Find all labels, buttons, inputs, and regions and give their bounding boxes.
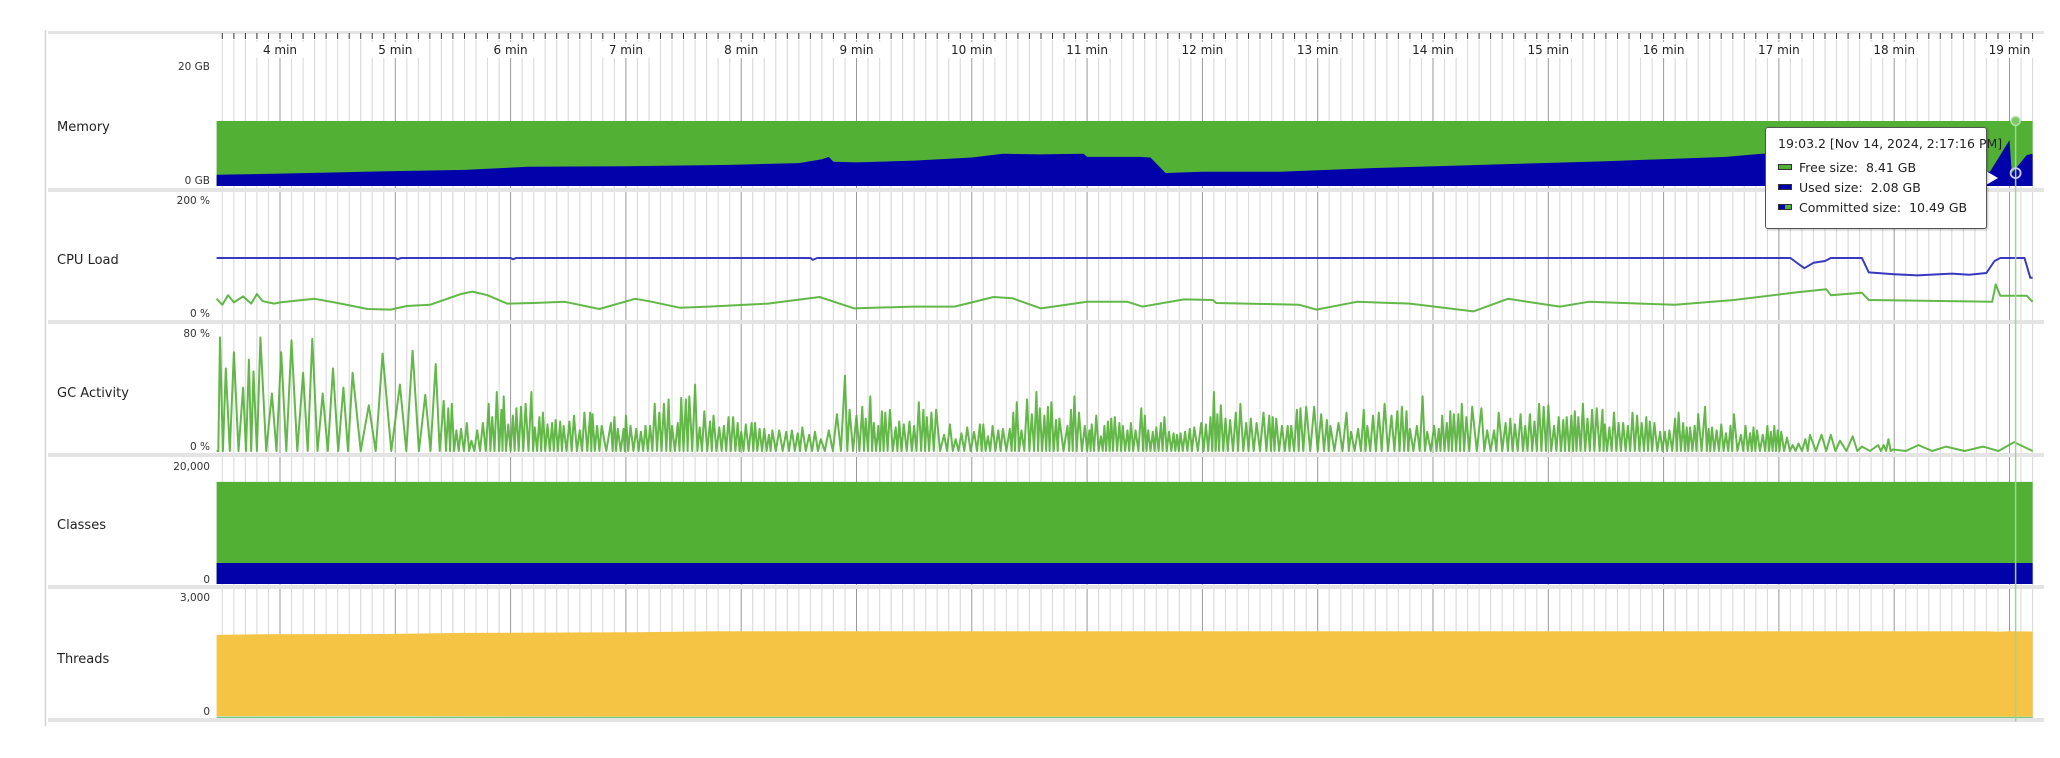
memory-chart	[216, 121, 2033, 186]
cursor-committed-marker	[2010, 115, 2021, 127]
time-label: 10 min	[951, 43, 993, 57]
cpu-series-line-0	[216, 257, 2033, 279]
gc-chart	[216, 336, 2034, 452]
time-label-bg	[1524, 42, 1573, 58]
time-label-bg	[371, 42, 420, 58]
panel-separator	[48, 31, 2044, 34]
cpu-series-line-1	[215, 283, 2034, 313]
tooltip-row-name: Committed size:	[1799, 199, 1902, 215]
tooltip-timestamp: 19:03.2 [Nov 14, 2024, 2:17:16 PM]	[1778, 136, 2003, 151]
time-label: 11 min	[1066, 43, 1108, 57]
cpu-ymax-label: 200 %	[177, 195, 210, 207]
threads-ymax-label: 3,000	[180, 592, 210, 604]
committed-size-swatch-icon	[1778, 204, 1792, 210]
panel-label-memory: Memory	[57, 120, 110, 135]
threads-ymin-label: 0	[203, 706, 210, 718]
time-label: 9 min	[839, 43, 873, 57]
panel-separator	[48, 585, 2044, 589]
tooltip-row-value: 8.41 GB	[1865, 159, 1917, 175]
time-label-bg	[1754, 42, 1803, 58]
tooltip-row-free: Free size: 8.41 GB	[1778, 157, 1986, 177]
panel-separator	[48, 453, 2044, 457]
panel-label-cpu-load: CPU Load	[57, 253, 119, 268]
free-size-swatch-icon	[1778, 164, 1792, 170]
panel-label-threads: Threads	[56, 652, 109, 667]
tooltip-row-value: 2.08 GB	[1870, 179, 1921, 195]
panel-label-classes: Classes	[57, 518, 106, 533]
threads-series-area-0	[216, 631, 2033, 718]
classes-series-area-0	[216, 481, 2033, 584]
memory-series-area-1	[216, 140, 2033, 186]
tooltip-row-name: Free size:	[1799, 159, 1858, 175]
tooltip-row-used: Used size: 2.08 GB	[1778, 177, 1986, 197]
chart-data-layer	[215, 121, 2034, 718]
time-axis: 4 min 5 min 6 min 7 min 8 min 9 min 10 min 11 m…	[221, 33, 2034, 58]
tooltip-row-committed: Committed size: 10.49 GB	[1778, 197, 1986, 217]
time-label-bg	[256, 42, 304, 58]
time-label: 18 min	[1873, 43, 1915, 57]
gc-ymin-label: 0 %	[190, 441, 210, 453]
time-label-bg	[601, 42, 650, 58]
time-label: 12 min	[1182, 43, 1224, 57]
panel-label-gc-activity: GC Activity	[57, 386, 129, 401]
time-label-bg	[1870, 42, 1919, 58]
classes-ymax-label: 20,000	[173, 461, 210, 473]
gc-series-line-0	[216, 336, 2034, 452]
time-label: 16 min	[1643, 43, 1685, 57]
time-label-bg	[486, 42, 535, 58]
classes-chart	[216, 481, 2033, 584]
time-label-bg	[1985, 42, 2034, 58]
time-label-bg	[1063, 42, 1112, 58]
time-label: 7 min	[609, 43, 643, 57]
time-label: 4 min	[263, 43, 297, 57]
time-label-bg	[947, 42, 996, 58]
time-label-bg	[717, 42, 766, 58]
time-label: 8 min	[724, 43, 758, 57]
cursor-used-marker	[2009, 167, 2022, 180]
threads-chart	[216, 631, 2033, 718]
gc-ymax-label: 80 %	[183, 328, 210, 340]
time-label: 17 min	[1758, 43, 1800, 57]
memory-ymax-label: 20 GB	[178, 61, 210, 73]
memory-ymin-label: 0 GB	[185, 175, 210, 187]
tooltip-row-name: Used size:	[1799, 179, 1863, 195]
classes-series-area-1	[216, 563, 2033, 584]
classes-ymin-label: 0	[203, 574, 210, 586]
time-label: 6 min	[494, 43, 528, 57]
time-label: 13 min	[1297, 43, 1339, 57]
tooltip-pointer	[1986, 171, 1998, 185]
time-label-bg	[832, 42, 881, 58]
time-label: 19 min	[1989, 43, 2031, 57]
panel-separator	[48, 188, 2044, 192]
cpu-ymin-label: 0 %	[190, 308, 210, 320]
panel-frame	[44, 30, 2044, 726]
time-label-bg	[1409, 42, 1457, 58]
tooltip-row-value: 10.49 GB	[1909, 199, 1968, 215]
time-cursor[interactable]	[2009, 115, 2022, 722]
time-label-bg	[1178, 42, 1227, 58]
memory-tooltip: 19:03.2 [Nov 14, 2024, 2:17:16 PM] Free …	[1765, 127, 2003, 229]
used-size-swatch-icon	[1778, 184, 1792, 190]
time-label: 14 min	[1412, 43, 1454, 57]
time-label-bg	[1639, 42, 1688, 58]
time-label-bg	[1293, 42, 1342, 58]
time-label: 15 min	[1527, 43, 1569, 57]
panel-separator	[48, 718, 2044, 722]
panel-separator	[48, 320, 2044, 324]
time-label: 5 min	[378, 43, 412, 57]
cpu-chart	[215, 257, 2034, 313]
threads-series-area-2	[216, 717, 2033, 718]
